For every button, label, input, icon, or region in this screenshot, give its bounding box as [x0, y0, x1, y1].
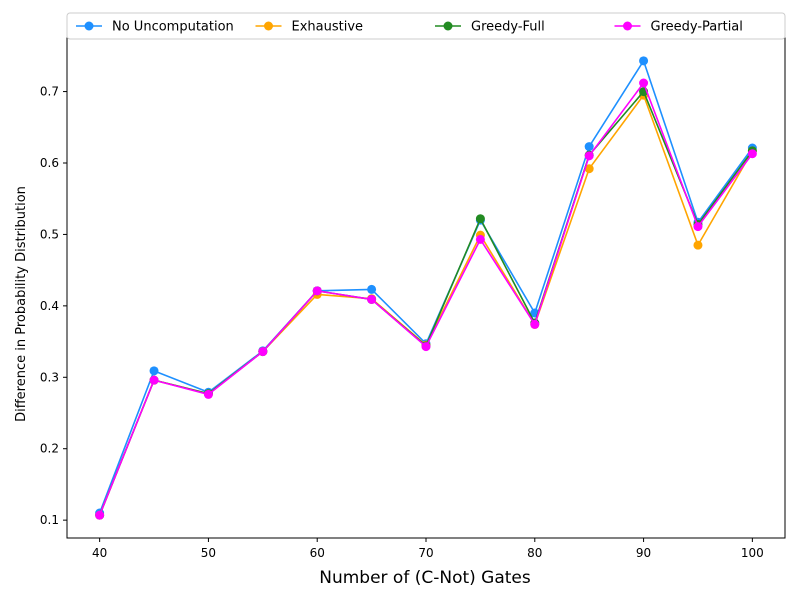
- series-line-exhaustive: [98, 94, 754, 516]
- data-point-exhaustive: [584, 164, 594, 174]
- x-tick-label: 70: [418, 546, 433, 560]
- y-axis-label: Difference in Probability Distribution: [14, 186, 29, 422]
- y-axis-ticks: 0.1 0.2 0.3 0.4 0.5 0.6 0.7: [40, 85, 67, 527]
- data-point-no-uncomputation: [367, 284, 377, 294]
- legend-label: No Uncomputation: [112, 20, 234, 35]
- x-tick-label: 40: [92, 546, 107, 560]
- x-tick-label: 80: [527, 546, 542, 560]
- legend-marker: [623, 21, 632, 31]
- series-line-greedy-partial: [98, 82, 754, 516]
- data-point-greedy-partial: [258, 347, 268, 357]
- legend-marker: [443, 21, 453, 31]
- x-tick-label: 60: [310, 546, 325, 560]
- series-greedy-partial: [95, 78, 757, 520]
- legend-item-no-uncomputation: No Uncomputation: [76, 20, 234, 35]
- data-point-no-uncomputation: [149, 366, 159, 376]
- x-tick-label: 50: [201, 546, 216, 560]
- data-point-greedy-partial: [421, 342, 431, 352]
- y-tick-label: 0.2: [40, 442, 59, 456]
- y-tick-label: 0.6: [40, 156, 59, 170]
- series-line-no-uncomputation: [98, 60, 754, 514]
- x-tick-label: 100: [741, 546, 764, 560]
- data-point-no-uncomputation: [639, 56, 649, 66]
- y-tick-label: 0.7: [40, 85, 59, 99]
- legend-label: Greedy-Full: [471, 20, 545, 35]
- legend-item-greedy-partial: Greedy-Partial: [614, 20, 743, 35]
- series-exhaustive: [95, 90, 757, 520]
- y-tick-label: 0.1: [40, 513, 59, 527]
- legend-item-exhaustive: Exhaustive: [255, 20, 364, 35]
- legend-marker: [84, 21, 94, 31]
- axes: [66, 37, 786, 539]
- data-point-greedy-partial: [747, 149, 757, 159]
- legend-marker: [264, 21, 273, 31]
- legend-label: Greedy-Partial: [651, 20, 743, 35]
- data-point-greedy-partial: [203, 389, 213, 399]
- data-point-no-uncomputation: [584, 142, 594, 152]
- x-axis-label: Number of (C-Not) Gates: [319, 568, 531, 588]
- data-point-greedy-partial: [312, 286, 322, 296]
- data-point-greedy-partial: [95, 510, 105, 520]
- data-point-greedy-partial: [475, 234, 485, 244]
- data-point-greedy-full: [475, 214, 485, 224]
- axes-frame: [66, 37, 786, 539]
- legend-label: Exhaustive: [292, 20, 364, 35]
- data-point-greedy-partial: [367, 294, 377, 304]
- data-point-greedy-partial: [639, 78, 649, 88]
- data-point-greedy-partial: [693, 222, 703, 232]
- series-greedy-full: [95, 87, 757, 520]
- x-tick-label: 90: [636, 546, 651, 560]
- data-point-greedy-partial: [530, 319, 540, 329]
- series-line-greedy-full: [98, 90, 754, 516]
- data-point-greedy-partial: [149, 375, 159, 385]
- series-layer: [95, 56, 757, 520]
- legend-box: [66, 12, 786, 40]
- data-point-greedy-partial: [584, 151, 594, 161]
- x-axis-ticks: 40 50 60 70 80 90 100: [92, 538, 764, 560]
- y-tick-label: 0.3: [40, 370, 59, 384]
- legend: No Uncomputation Exhaustive Greedy-Full Gre…: [66, 12, 786, 40]
- y-tick-label: 0.4: [40, 299, 59, 313]
- y-tick-label: 0.5: [40, 227, 59, 241]
- legend-item-greedy-full: Greedy-Full: [435, 20, 545, 35]
- data-point-exhaustive: [693, 240, 703, 250]
